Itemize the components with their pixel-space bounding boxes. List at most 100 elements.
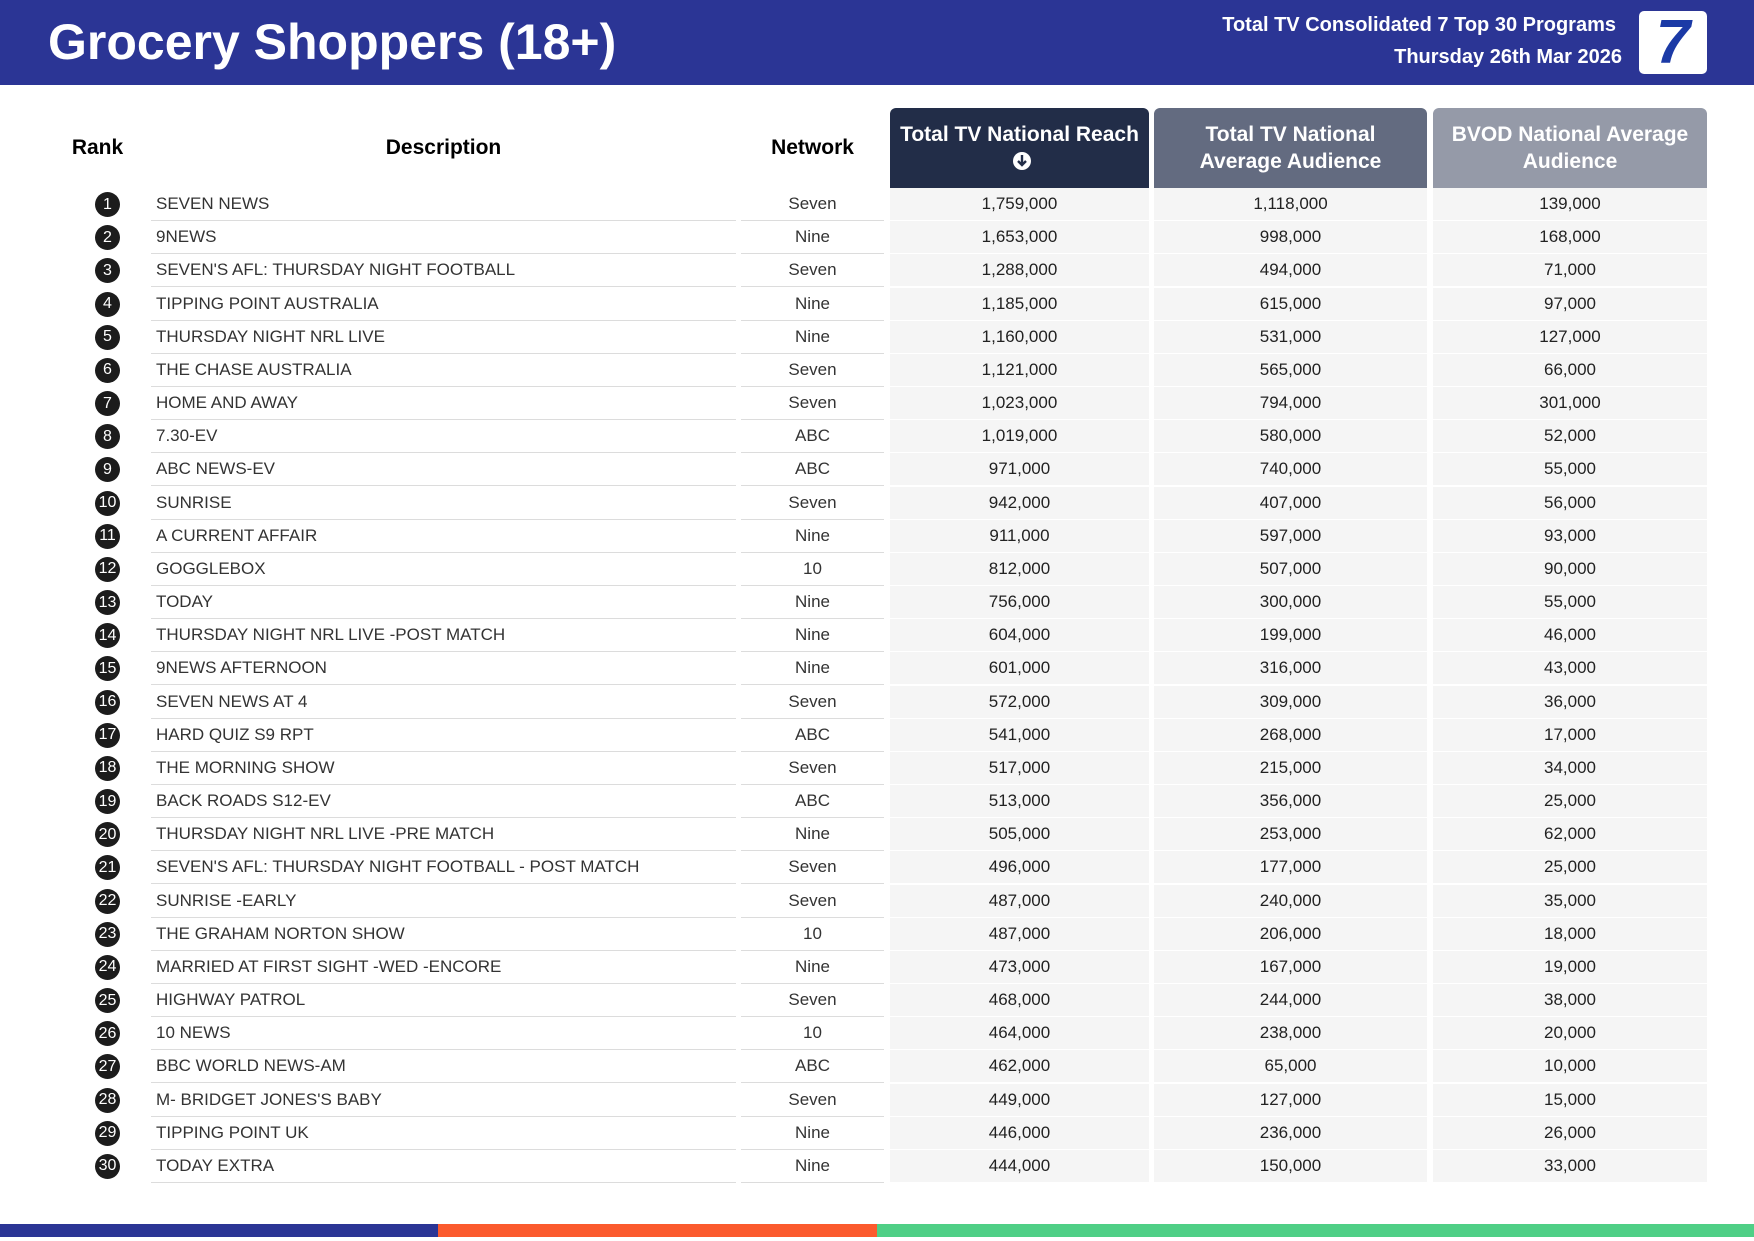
audience-value: 464,000 (890, 1017, 1149, 1051)
audience-value: 215,000 (1154, 751, 1427, 785)
rank-cell: 15 (44, 652, 151, 685)
program-name: HARD QUIZ S9 RPT (151, 719, 736, 752)
network: Seven (741, 387, 884, 421)
audience-value: 1,019,000 (890, 420, 1149, 454)
rank-badge: 21 (95, 855, 120, 881)
audience-value: 56,000 (1433, 486, 1707, 520)
audience-value: 604,000 (890, 619, 1149, 653)
audience-value: 356,000 (1154, 785, 1427, 819)
rank-badge: 13 (95, 590, 120, 616)
program-name: M- BRIDGET JONES'S BABY (151, 1084, 736, 1117)
audience-value: 580,000 (1154, 420, 1427, 454)
header-bar (0, 0, 1754, 85)
header-label: Total TV National Reach (900, 121, 1139, 175)
network: Seven (741, 254, 884, 288)
audience-value: 1,121,000 (890, 353, 1149, 387)
audience-value: 38,000 (1433, 984, 1707, 1018)
audience-value: 17,000 (1433, 718, 1707, 752)
network: Seven (741, 851, 884, 885)
network: Nine (741, 288, 884, 321)
network: 10 (741, 1017, 884, 1051)
network: Seven (741, 686, 884, 719)
audience-value: 1,185,000 (890, 287, 1149, 321)
audience-value: 812,000 (890, 552, 1149, 586)
rank-cell: 9 (44, 453, 151, 486)
audience-value: 531,000 (1154, 320, 1427, 354)
rank-badge: 25 (95, 988, 120, 1014)
rank-cell: 25 (44, 984, 151, 1017)
rank-cell: 7 (44, 387, 151, 420)
audience-value: 66,000 (1433, 353, 1707, 387)
subtitle: Total TV Consolidated 7 Top 30 Programs (1222, 14, 1616, 36)
audience-value: 26,000 (1433, 1116, 1707, 1150)
audience-value: 46,000 (1433, 619, 1707, 653)
program-name: SEVEN'S AFL: THURSDAY NIGHT FOOTBALL - P… (151, 851, 736, 885)
footer-bar (0, 1224, 438, 1237)
audience-value: 517,000 (890, 751, 1149, 785)
audience-value: 206,000 (1154, 917, 1427, 951)
network: Nine (741, 221, 884, 255)
audience-value: 316,000 (1154, 652, 1427, 686)
network: Seven (741, 1084, 884, 1117)
audience-value: 62,000 (1433, 818, 1707, 852)
rank-cell: 10 (44, 487, 151, 520)
rank-badge: 15 (95, 656, 120, 682)
audience-value: 449,000 (890, 1083, 1149, 1117)
program-name: SEVEN NEWS (151, 188, 736, 221)
rank-cell: 14 (44, 619, 151, 652)
audience-value: 565,000 (1154, 353, 1427, 387)
rank-cell: 2 (44, 221, 151, 254)
program-name: TIPPING POINT AUSTRALIA (151, 288, 736, 321)
network: Seven (741, 752, 884, 785)
audience-value: 971,000 (890, 453, 1149, 487)
network: 10 (741, 553, 884, 586)
audience-value: 25,000 (1433, 785, 1707, 819)
program-name: 10 NEWS (151, 1017, 736, 1051)
audience-value: 572,000 (890, 685, 1149, 719)
program-name: TODAY (151, 586, 736, 620)
audience-value: 177,000 (1154, 851, 1427, 885)
audience-value: 167,000 (1154, 950, 1427, 984)
network: Nine (741, 1117, 884, 1150)
rank-badge: 9 (95, 457, 120, 483)
program-name: TODAY EXTRA (151, 1150, 736, 1183)
network: Nine (741, 818, 884, 852)
audience-value: 444,000 (890, 1149, 1149, 1183)
program-name: 9NEWS (151, 221, 736, 255)
audience-value: 740,000 (1154, 453, 1427, 487)
network: ABC (741, 785, 884, 819)
rank-cell: 1 (44, 188, 151, 221)
rank-badge: 16 (95, 689, 120, 715)
rank-badge: 11 (95, 523, 120, 549)
rank-cell: 4 (44, 288, 151, 321)
audience-value: 55,000 (1433, 453, 1707, 487)
audience-value: 52,000 (1433, 420, 1707, 454)
audience-value: 35,000 (1433, 884, 1707, 918)
program-name: THURSDAY NIGHT NRL LIVE -POST MATCH (151, 619, 736, 653)
rank-cell: 3 (44, 254, 151, 287)
audience-value: 1,653,000 (890, 221, 1149, 255)
rank-cell: 12 (44, 553, 151, 586)
audience-value: 93,000 (1433, 519, 1707, 553)
audience-value: 43,000 (1433, 652, 1707, 686)
audience-value: 541,000 (890, 718, 1149, 752)
audience-value: 90,000 (1433, 552, 1707, 586)
audience-value: 25,000 (1433, 851, 1707, 885)
rank-cell: 20 (44, 818, 151, 851)
audience-value: 462,000 (890, 1050, 1149, 1084)
rank-cell: 5 (44, 321, 151, 354)
rank-badge: 24 (95, 954, 120, 980)
network: Seven (741, 354, 884, 387)
rank-badge: 14 (95, 623, 120, 649)
rank-badge: 2 (95, 225, 120, 251)
audience-value: 20,000 (1433, 1017, 1707, 1051)
rank-cell: 11 (44, 520, 151, 553)
program-name: HIGHWAY PATROL (151, 984, 736, 1018)
rank-badge: 22 (95, 888, 120, 914)
network: Nine (741, 652, 884, 686)
rank-cell: 18 (44, 752, 151, 785)
rank-cell: 26 (44, 1017, 151, 1050)
network: Nine (741, 520, 884, 553)
program-name: ABC NEWS-EV (151, 453, 736, 487)
rank-cell: 19 (44, 785, 151, 818)
